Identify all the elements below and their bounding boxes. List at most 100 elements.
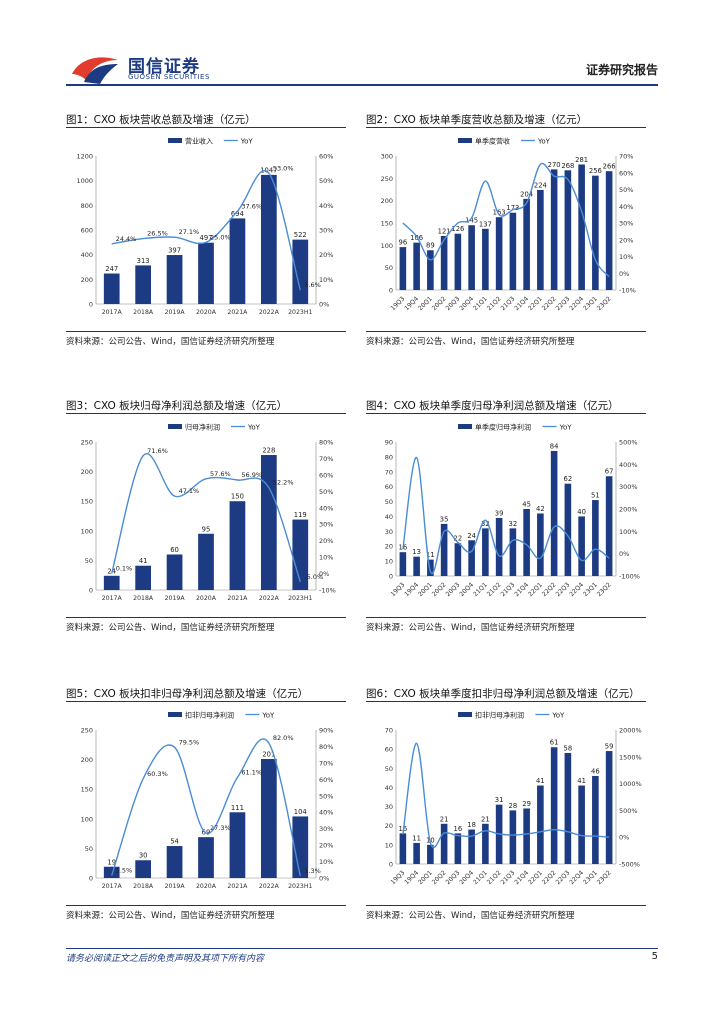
y-right-tick-label: 40% <box>319 809 333 817</box>
figure-5-panel: 图5：CXO 板块扣非归母净利润总额及增速（亿元） 扣非归母净利润 YoY 0 50 1… <box>66 686 346 926</box>
figure-source: 资料来源：公司公告、Wind，国信证券经济研究所整理 <box>66 623 275 633</box>
x-tick-label: 21Q4 <box>513 295 530 312</box>
figure-2-panel: 图2：CXO 板块单季度营收总额及增速（亿元） 单季度营收 YoY 0 50 100 15… <box>366 112 646 352</box>
source-divider <box>66 331 346 332</box>
y-left-tick-label: 0 <box>389 573 393 581</box>
y-left-tick-label: 30 <box>385 528 393 536</box>
yoy-line <box>111 170 301 291</box>
y-left-tick-label: 30 <box>385 803 393 811</box>
x-tick-label: 22Q4 <box>568 581 585 598</box>
figure-title: 图6：CXO 板块单季度扣非归母净利润总额及增速（亿元） <box>366 688 640 700</box>
bar <box>413 242 420 290</box>
x-tick-label: 20Q2 <box>431 295 448 312</box>
y-right-tick-label: 0% <box>319 570 329 578</box>
bar-value-label: 21 <box>481 815 490 823</box>
y-right-tick-label: 500% <box>619 807 638 815</box>
y-right-tick-label: 60% <box>319 153 333 161</box>
figure-source: 资料来源：公司公告、Wind，国信证券经济研究所整理 <box>66 337 275 347</box>
bar <box>261 455 277 590</box>
y-right-tick-label: 70% <box>619 153 633 161</box>
bar <box>413 842 420 864</box>
y-left-tick-label: 250 <box>381 175 393 183</box>
x-tick-label: 23Q1 <box>582 869 599 886</box>
figure-source: 资料来源：公司公告、Wind，国信证券经济研究所整理 <box>366 337 575 347</box>
y-right-tick-label: 10% <box>319 554 333 562</box>
yoy-value-label: 71.6% <box>147 447 168 455</box>
x-tick-label: 20Q4 <box>458 581 475 598</box>
x-tick-label: 23Q2 <box>596 295 613 312</box>
bar <box>537 189 544 290</box>
yoy-value-label: 25.0% <box>210 233 231 241</box>
x-tick-label: 21Q2 <box>486 295 503 312</box>
bar-value-label: 497 <box>200 234 213 242</box>
bar-value-label: 95 <box>202 525 211 533</box>
figure-title: 图2：CXO 板块单季度营收总额及增速（亿元） <box>366 114 588 126</box>
bar <box>135 565 151 590</box>
y-right-tick-label: 20% <box>319 537 333 545</box>
bar <box>509 212 517 290</box>
bar <box>135 265 151 304</box>
x-tick-label: 2022A <box>259 595 280 602</box>
y-left-tick-label: 100 <box>81 815 93 823</box>
bar-value-label: 247 <box>105 265 118 273</box>
legend-bar-swatch <box>458 138 472 143</box>
y-right-tick-label: 30% <box>319 825 333 833</box>
bar-value-label: 58 <box>564 744 573 752</box>
legend-line-label: YoY <box>559 424 573 432</box>
bar <box>592 500 599 576</box>
x-tick-label: 2018A <box>133 883 154 890</box>
figure-title: 图3：CXO 板块归母净利润总额及增速（亿元） <box>66 400 288 412</box>
y-right-tick-label: 80% <box>319 743 333 751</box>
bar <box>523 509 530 576</box>
legend-bar-label: 单季度营收 <box>475 137 510 146</box>
legend-line-label: YoY <box>537 138 551 146</box>
y-right-tick-label: 0% <box>619 834 629 842</box>
company-name-cn: 国信证券 <box>128 57 200 77</box>
header-divider <box>66 84 658 86</box>
bar-value-label: 106 <box>410 234 423 242</box>
y-left-tick-label: 300 <box>381 153 393 161</box>
bar-value-label: 256 <box>589 167 602 175</box>
y-left-tick-label: 10 <box>385 558 393 566</box>
bar-value-label: 54 <box>170 838 179 846</box>
yoy-value-label: 60.3% <box>147 770 168 778</box>
legend-bar-label: 单季度归母净利润 <box>475 423 531 432</box>
y-left-tick-label: 1200 <box>76 153 93 161</box>
y-left-tick-label: 200 <box>381 197 393 205</box>
y-right-tick-label: -10% <box>619 287 636 295</box>
bar-value-label: 522 <box>294 231 307 239</box>
yoy-value-label: 56.9% <box>241 471 262 479</box>
bar <box>427 250 434 290</box>
x-tick-label: 2022A <box>259 309 280 316</box>
bar-value-label: 24 <box>467 532 476 540</box>
x-tick-label: 22Q4 <box>568 869 585 886</box>
y-left-tick-label: 200 <box>81 468 93 476</box>
bar-value-label: 29 <box>522 800 531 808</box>
bar-value-label: 119 <box>294 511 307 519</box>
bar-value-label: 41 <box>577 777 586 785</box>
yoy-value-label: 47.1% <box>179 487 200 495</box>
bar <box>605 171 613 290</box>
bar <box>454 833 462 864</box>
x-tick-label: 20Q3 <box>445 581 462 598</box>
bar <box>564 170 572 290</box>
bar <box>482 528 489 576</box>
bar <box>454 543 462 576</box>
bar <box>198 533 214 590</box>
y-left-tick-label: 100 <box>381 242 393 250</box>
title-divider <box>66 413 346 414</box>
y-right-tick-label: 20% <box>319 842 333 850</box>
legend-bar-label: 扣非归母净利润 <box>475 711 524 720</box>
y-left-tick-label: 0 <box>89 301 93 309</box>
bar <box>578 785 585 864</box>
bar <box>592 175 599 290</box>
y-left-tick-label: 90 <box>385 439 393 447</box>
y-right-tick-label: 10% <box>619 253 633 261</box>
legend-line-label: YoY <box>261 712 275 720</box>
x-tick-label: 19Q3 <box>390 295 407 312</box>
y-right-tick-label: 500% <box>619 439 638 447</box>
y-right-tick-label: 90% <box>319 727 333 735</box>
yoy-value-label: 53.0% <box>273 164 294 172</box>
bar-value-label: 22 <box>454 535 463 543</box>
bar <box>166 846 183 878</box>
